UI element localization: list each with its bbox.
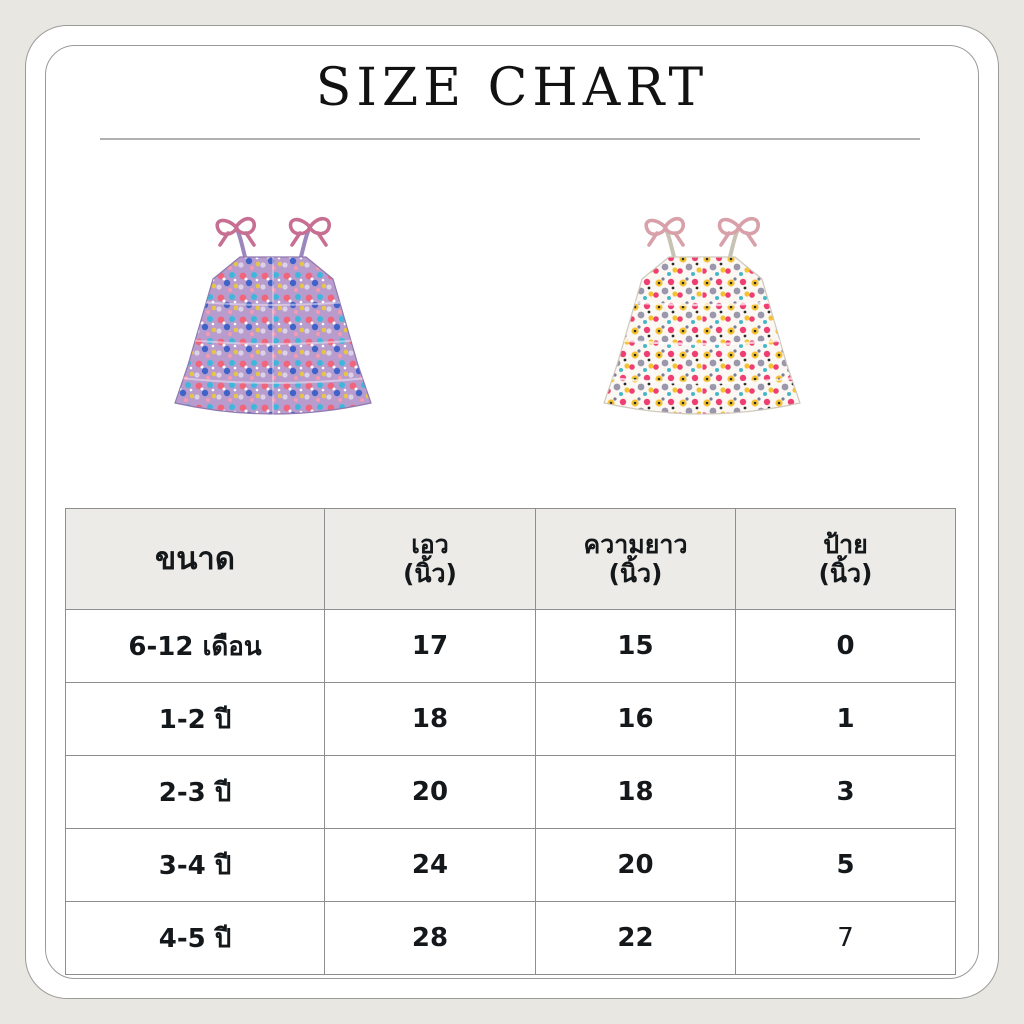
column-header-waist-unit: (นิ้ว) (403, 559, 457, 588)
cell-size: 2-3 ปี (65, 755, 325, 829)
table-row: 1-2 ปี 18 16 1 (65, 682, 956, 756)
dress-illustration-purple-floral (128, 205, 418, 445)
cell-waist: 20 (324, 755, 536, 829)
title-divider-rule (100, 138, 920, 140)
table-header: ขนาด เอว (นิ้ว) ความยาว (นิ้ว) ป้าย (นิ้… (65, 508, 956, 610)
column-header-tag: ป้าย (นิ้ว) (735, 508, 956, 610)
cell-size: 3-4 ปี (65, 828, 325, 902)
column-header-size-label: ขนาด (155, 540, 235, 577)
product-illustrations (0, 205, 1024, 450)
column-header-tag-unit: (นิ้ว) (818, 559, 873, 588)
page-title: SIZE CHART (315, 58, 709, 118)
table-row: 2-3 ปี 20 18 3 (65, 755, 956, 829)
cell-waist: 24 (324, 828, 536, 902)
column-header-waist-label: เอว (411, 529, 449, 559)
column-header-length-label: ความยาว (583, 529, 688, 559)
column-header-length: ความยาว (นิ้ว) (535, 508, 736, 610)
cell-waist: 17 (324, 609, 536, 683)
column-header-waist: เอว (นิ้ว) (324, 508, 536, 610)
table-row: 3-4 ปี 24 20 5 (65, 828, 956, 902)
cell-length: 18 (535, 755, 736, 829)
table-row: 4-5 ปี 28 22 7 (65, 901, 956, 975)
dress-illustration-white-floral (557, 205, 847, 445)
cell-length: 16 (535, 682, 736, 756)
table-body: 6-12 เดือน 17 15 0 1-2 ปี 18 16 1 2-3 ปี… (65, 609, 956, 975)
cell-tag: 3 (735, 755, 956, 829)
cell-length: 22 (535, 901, 736, 975)
table-row: 6-12 เดือน 17 15 0 (65, 609, 956, 683)
cell-tag: 1 (735, 682, 956, 756)
cell-tag: 0 (735, 609, 956, 683)
cell-size: 1-2 ปี (65, 682, 325, 756)
column-header-size: ขนาด (65, 508, 325, 610)
cell-waist: 28 (324, 901, 536, 975)
cell-length: 15 (535, 609, 736, 683)
cell-tag: 5 (735, 828, 956, 902)
size-chart-table: ขนาด เอว (นิ้ว) ความยาว (นิ้ว) ป้าย (นิ้… (65, 508, 956, 975)
column-header-tag-label: ป้าย (823, 529, 868, 559)
table-header-row: ขนาด เอว (นิ้ว) ความยาว (นิ้ว) ป้าย (นิ้… (65, 508, 956, 610)
cell-size: 6-12 เดือน (65, 609, 325, 683)
cell-size: 4-5 ปี (65, 901, 325, 975)
cell-waist: 18 (324, 682, 536, 756)
column-header-length-unit: (นิ้ว) (608, 559, 663, 588)
cell-tag: 7 (735, 901, 956, 975)
cell-length: 20 (535, 828, 736, 902)
